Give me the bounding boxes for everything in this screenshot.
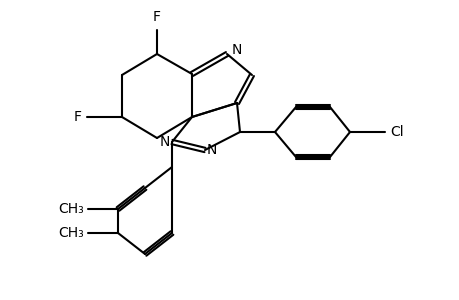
Text: CH₃: CH₃	[58, 226, 84, 240]
Text: N: N	[207, 143, 217, 157]
Text: N: N	[231, 43, 242, 57]
Text: F: F	[153, 10, 161, 24]
Text: F: F	[74, 110, 82, 124]
Text: CH₃: CH₃	[58, 202, 84, 216]
Text: N: N	[159, 135, 170, 149]
Text: Cl: Cl	[389, 125, 403, 139]
